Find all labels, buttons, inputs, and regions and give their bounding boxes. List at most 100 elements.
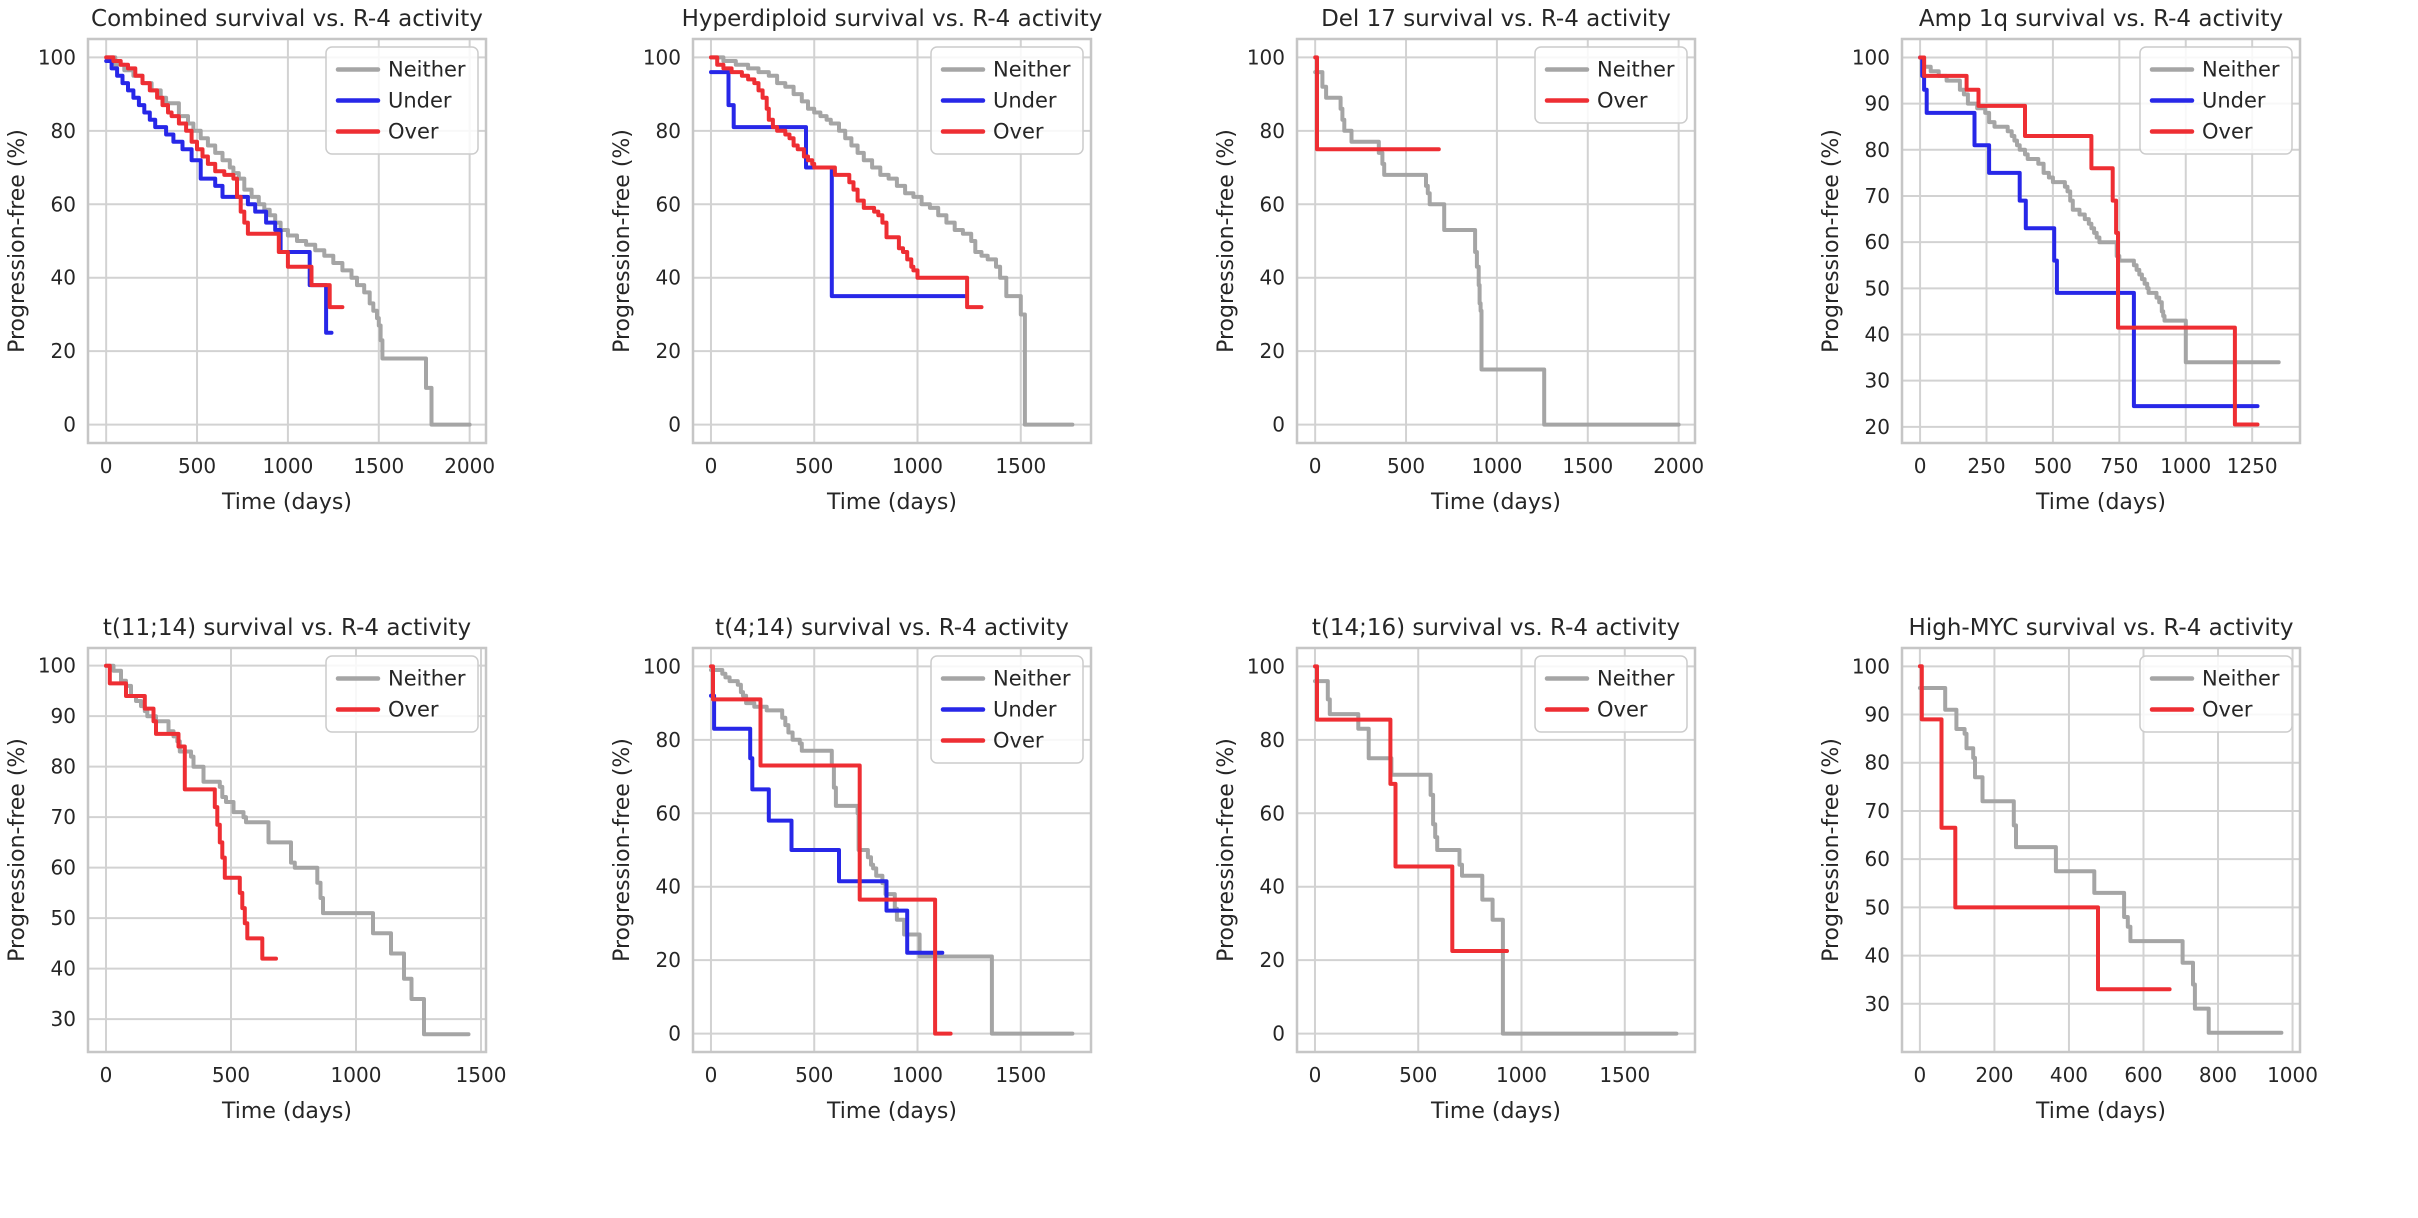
over-curve (708, 55, 983, 310)
legend-label-neither: Neither (388, 58, 466, 82)
chart-t4-14: 0 500 1000 1500 0 20 40 60 80 100 t(4;14) survival… (610, 615, 1092, 1124)
y-tick-label: 60 (655, 801, 680, 825)
over-curve (104, 663, 278, 961)
tick-labels: 0 500 1000 1500 0 20 40 60 80 100 (642, 654, 1045, 1087)
curves (1313, 664, 1679, 1036)
neither-curve (1917, 55, 2281, 365)
x-tick-label: 1500 (353, 454, 404, 478)
x-axis-label: Time (days) (221, 1099, 352, 1124)
y-tick-label: 90 (1864, 703, 1889, 727)
x-tick-label: 0 (1913, 1063, 1926, 1087)
x-axis-label: Time (days) (1430, 490, 1561, 515)
y-tick-label: 60 (51, 856, 76, 880)
legend-label-under: Under (2202, 89, 2266, 113)
y-tick-label: 100 (1851, 654, 1889, 678)
x-tick-label: 800 (2198, 1063, 2236, 1087)
y-tick-label: 60 (51, 192, 76, 216)
y-tick-label: 100 (38, 45, 76, 69)
neither-curve (104, 55, 472, 427)
under-curve (708, 70, 967, 299)
y-tick-label: 40 (1260, 266, 1285, 290)
y-tick-label: 30 (51, 1007, 76, 1031)
y-tick-label: 100 (1247, 654, 1285, 678)
y-tick-label: 80 (1260, 728, 1285, 752)
y-tick-label: 80 (51, 119, 76, 143)
legend-label-over: Over (1597, 89, 1648, 113)
legend-label-neither: Neither (993, 58, 1071, 82)
y-tick-label: 20 (655, 339, 680, 363)
panel-hyperdiploid: 0 500 1000 1500 0 20 40 60 80 100 Hyperdiploid sur… (605, 0, 1210, 609)
x-tick-label: 1500 (1562, 454, 1613, 478)
panel-t4-14: 0 500 1000 1500 0 20 40 60 80 100 t(4;14) survival… (605, 609, 1210, 1218)
chart-title: t(4;14) survival vs. R-4 activity (715, 615, 1069, 641)
neither-curve (104, 663, 471, 1037)
x-tick-label: 1500 (1599, 1063, 1650, 1087)
x-tick-label: 0 (100, 454, 113, 478)
x-tick-label: 500 (212, 1063, 250, 1087)
y-tick-label: 60 (655, 192, 680, 216)
x-tick-label: 0 (100, 1063, 113, 1087)
tick-labels: 0 500 1000 1500 0 20 40 60 80 100 (1247, 654, 1650, 1087)
legend-label-neither: Neither (2202, 667, 2280, 691)
x-tick-label: 2000 (444, 454, 495, 478)
x-tick-label: 1000 (331, 1063, 382, 1087)
x-tick-label: 200 (1975, 1063, 2013, 1087)
y-tick-label: 0 (1272, 413, 1285, 437)
y-tick-label: 100 (642, 45, 680, 69)
legend: Neither Under Over (929, 655, 1084, 764)
axes-spines (691, 646, 1092, 1054)
y-tick-label: 40 (51, 266, 76, 290)
y-tick-label: 60 (1260, 192, 1285, 216)
legend-box (929, 655, 1084, 764)
axes-spines (1295, 37, 1697, 445)
y-tick-label: 0 (668, 1022, 681, 1046)
y-tick-label: 100 (642, 654, 680, 678)
under-curve (708, 693, 944, 955)
neither-curve (708, 55, 1074, 427)
legend-box (1534, 46, 1688, 124)
axes-spines (1900, 37, 2301, 445)
y-tick-label: 70 (1864, 799, 1889, 823)
x-tick-label: 500 (795, 1063, 833, 1087)
y-tick-label: 60 (1864, 847, 1889, 871)
x-tick-label: 600 (2124, 1063, 2162, 1087)
y-tick-label: 80 (1260, 119, 1285, 143)
y-axis-label: Progression-free (%) (1214, 738, 1239, 962)
panel-t11-14: 0 500 1000 1500 30 40 50 60 70 80 90 100 t(11;14) su… (0, 609, 605, 1218)
neither-curve (1313, 679, 1679, 1036)
y-axis-label: Progression-free (%) (1819, 129, 1844, 353)
curves (708, 55, 1074, 427)
legend: Neither Over (325, 655, 479, 733)
legend-label-over: Over (993, 729, 1044, 753)
chart-title: Del 17 survival vs. R-4 activity (1321, 6, 1671, 32)
legend-box (1534, 655, 1688, 733)
legend: Neither Over (1534, 46, 1688, 124)
neither-curve (1917, 686, 2283, 1035)
legend-box (2138, 46, 2293, 155)
x-tick-label: 0 (1309, 1063, 1322, 1087)
legend: Neither Under Over (325, 46, 479, 155)
x-tick-label: 0 (1309, 454, 1322, 478)
chart-title: t(11;14) survival vs. R-4 activity (103, 615, 471, 641)
legend-label-over: Over (2202, 120, 2253, 144)
panel-t14-16: 0 500 1000 1500 0 20 40 60 80 100 t(14;16) surviva… (1209, 609, 1814, 1218)
chart-title: Hyperdiploid survival vs. R-4 activity (681, 6, 1102, 32)
x-tick-label: 1000 (892, 1063, 943, 1087)
tick-labels: 0 500 1000 1500 0 20 40 60 80 100 (642, 45, 1045, 478)
y-tick-label: 20 (1260, 339, 1285, 363)
tick-labels: 0 500 1000 1500 2000 0 20 40 60 80 100 (38, 45, 495, 478)
x-tick-label: 1000 (2267, 1063, 2318, 1087)
y-tick-label: 40 (655, 875, 680, 899)
axes-spines (86, 646, 488, 1054)
x-tick-label: 1500 (995, 1063, 1046, 1087)
curves (1313, 55, 1681, 427)
x-tick-label: 400 (2049, 1063, 2087, 1087)
chart-t11-14: 0 500 1000 1500 30 40 50 60 70 80 90 100 t(11;14) su… (5, 615, 506, 1124)
y-tick-label: 40 (51, 957, 76, 981)
y-axis-label: Progression-free (%) (610, 129, 635, 353)
x-tick-label: 500 (795, 454, 833, 478)
gridlines (88, 648, 486, 1052)
curves (104, 55, 472, 427)
legend-label-neither: Neither (993, 667, 1071, 691)
